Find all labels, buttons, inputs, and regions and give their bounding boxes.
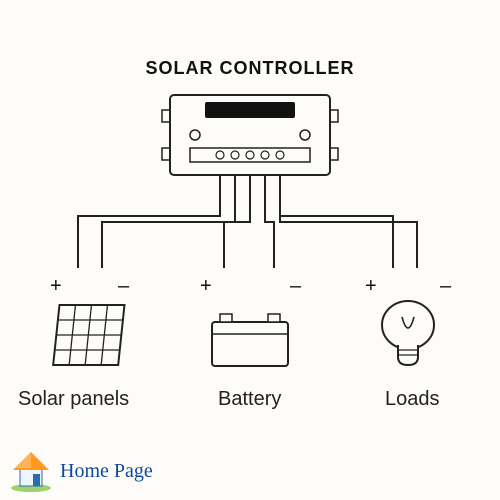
solar-plus: + (50, 275, 62, 298)
battery-icon (200, 308, 300, 378)
home-page-text: Home Page (60, 460, 153, 483)
loads-label: Loads (385, 388, 440, 411)
battery-label: Battery (218, 388, 281, 411)
diagram-canvas: SOLAR CONTROLLER (0, 0, 500, 500)
solar-panel-icon (45, 300, 135, 380)
house-icon (8, 450, 54, 492)
diagram-title: SOLAR CONTROLLER (0, 58, 500, 79)
solar-minus: – (118, 275, 129, 298)
battery-plus: + (200, 275, 212, 298)
controller-icon (160, 90, 340, 190)
battery-minus: – (290, 275, 301, 298)
home-page-link[interactable]: Home Page (8, 450, 153, 492)
solar-panels-label: Solar panels (18, 388, 129, 411)
lamp-icon (368, 295, 448, 375)
